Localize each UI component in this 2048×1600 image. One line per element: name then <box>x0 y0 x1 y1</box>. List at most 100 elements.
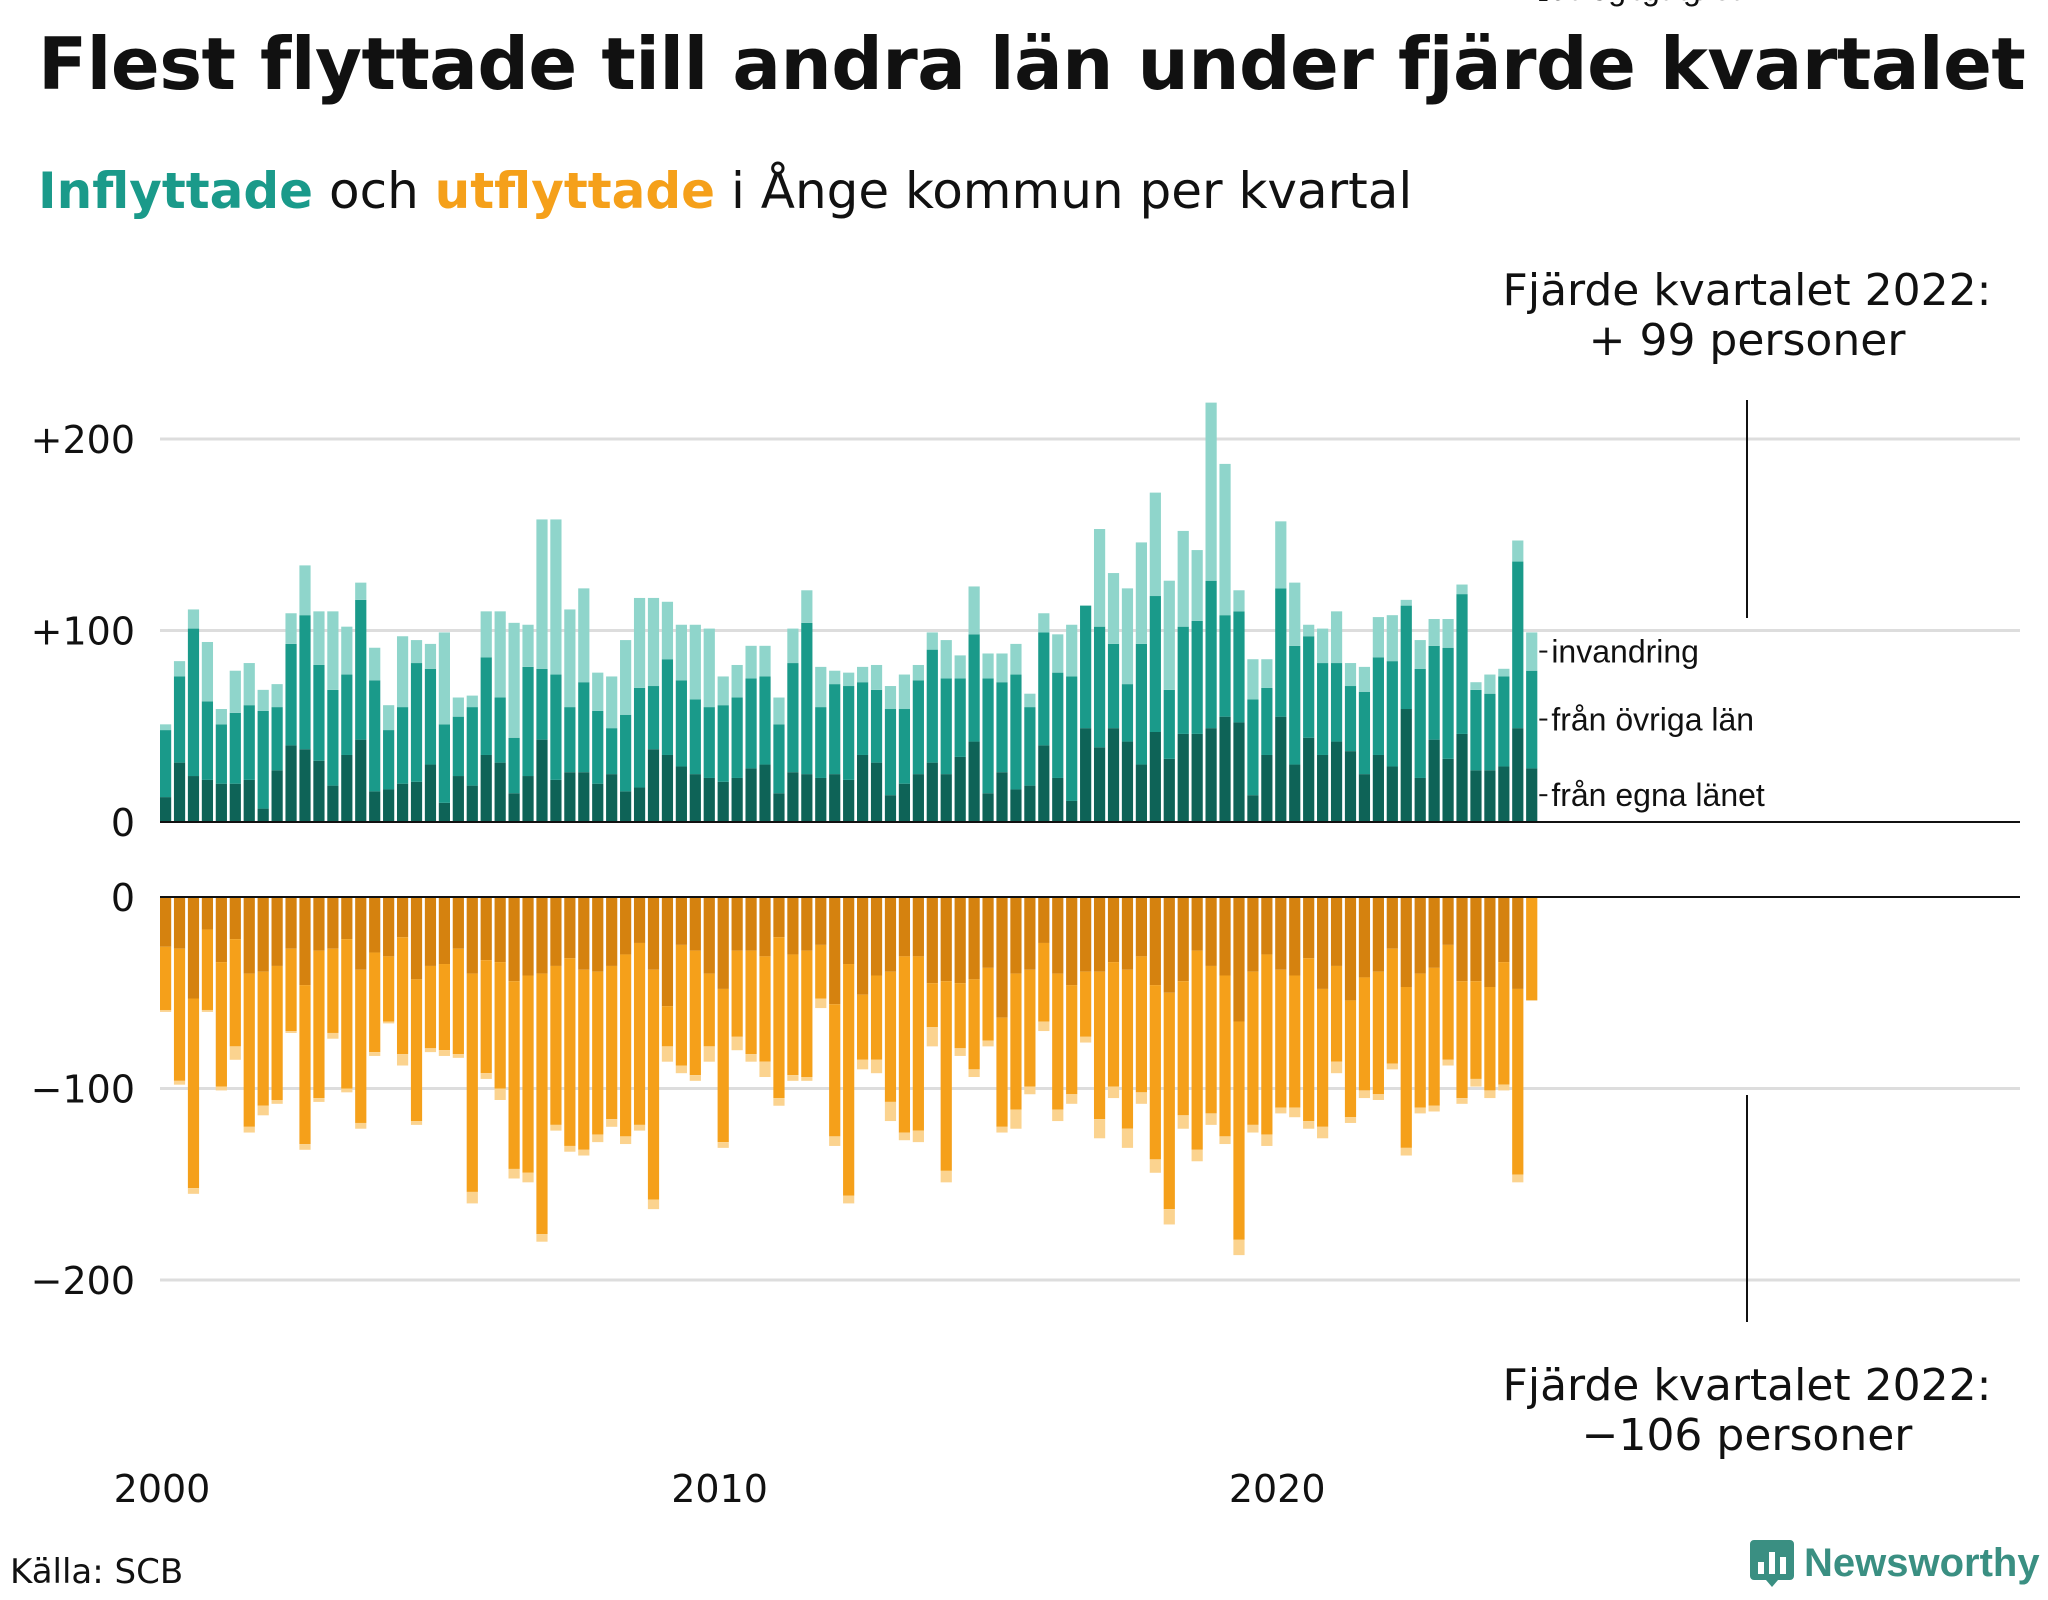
bar-segment <box>173 676 186 763</box>
bar-segment <box>870 897 883 976</box>
bar-segment <box>661 659 674 755</box>
bar-segment <box>884 1101 897 1122</box>
bar-segment <box>926 897 938 984</box>
bar-segment <box>383 705 395 731</box>
bar-segment <box>1024 897 1036 970</box>
brand-logo[interactable]: Newsworthy <box>1750 1538 2040 1588</box>
bar-segment <box>745 1054 757 1062</box>
bar-segment <box>564 772 576 822</box>
bar-segment <box>201 897 214 930</box>
bar-segment <box>1247 795 1259 822</box>
bar-segment <box>1428 739 1440 822</box>
bar-segment <box>1317 1126 1329 1139</box>
bar-segment <box>982 793 994 822</box>
x-tick-label: 2000 <box>114 1467 211 1511</box>
bar-segment <box>160 946 172 1010</box>
bar-segment <box>1038 897 1050 943</box>
bar-segment <box>745 678 757 769</box>
bar-segment <box>759 764 771 822</box>
bar-segment <box>396 707 409 784</box>
bar-segment <box>912 664 924 681</box>
bar-segment <box>215 962 227 1087</box>
bar-segment <box>1010 897 1022 974</box>
bar-segment <box>912 680 924 775</box>
bar-segment <box>996 1017 1008 1127</box>
bar-segment <box>954 1048 966 1056</box>
bar-segment <box>480 897 492 961</box>
bar-segment <box>369 1052 381 1056</box>
subtitle-connector: och <box>313 162 435 220</box>
bar-segment <box>285 948 297 1032</box>
bar-segment <box>187 628 200 777</box>
bar-segment <box>257 897 269 972</box>
bar-segment <box>522 897 534 976</box>
bar-segment <box>257 1105 269 1116</box>
bar-segment <box>1470 682 1482 690</box>
bar-segment <box>1191 950 1203 1150</box>
bar-segment <box>480 754 492 823</box>
bar-segment <box>926 1027 938 1047</box>
bar-segment <box>675 944 687 1066</box>
bar-segment <box>341 939 353 1089</box>
bar-segment <box>1289 764 1301 822</box>
bar-segment <box>1247 699 1259 796</box>
bar-segment <box>1010 643 1022 675</box>
bar-segment <box>341 1088 353 1093</box>
bar-segment <box>592 672 604 711</box>
bar-segment <box>633 1124 646 1131</box>
bar-segment <box>689 624 701 700</box>
bar-segment <box>494 1088 506 1100</box>
bar-segment <box>1317 897 1329 989</box>
bar-segment <box>1330 897 1343 966</box>
series-label: utvandring <box>1551 0 1700 7</box>
bar-segment <box>1121 969 1134 1129</box>
bar-segment <box>1219 716 1231 822</box>
bar-segment <box>1010 973 1022 1110</box>
bar-segment <box>1177 733 1189 822</box>
bar-segment <box>550 519 562 675</box>
bar-segment <box>661 754 674 823</box>
bar-segment <box>1038 745 1050 822</box>
bar-segment <box>1052 672 1064 778</box>
bar-segment <box>536 739 548 822</box>
bar-segment <box>717 781 729 822</box>
bar-segment <box>1177 981 1189 1116</box>
bar-segment <box>1261 687 1273 755</box>
bar-segment <box>870 664 883 690</box>
bar-segment <box>173 762 186 822</box>
bar-segment <box>843 779 855 822</box>
bar-segment <box>327 785 339 822</box>
bar-segment <box>1317 663 1329 755</box>
bar-segment <box>703 777 715 823</box>
bar-segment <box>1177 1115 1189 1129</box>
bar-segment <box>424 764 437 822</box>
bar-segment <box>982 653 994 679</box>
bar-segment <box>1414 897 1426 974</box>
bar-segment <box>745 950 757 1055</box>
bar-segment <box>787 663 799 773</box>
bar-segment <box>160 797 172 822</box>
bar-segment <box>578 772 590 822</box>
bar-segment <box>383 956 395 1022</box>
bar-segment <box>1358 1090 1371 1099</box>
bar-segment <box>187 776 200 822</box>
bar-segment <box>647 1199 660 1210</box>
bar-segment <box>215 897 227 963</box>
bar-segment <box>1414 973 1426 1108</box>
bar-segment <box>912 956 924 1131</box>
bar-segment <box>369 952 381 1053</box>
bar-segment <box>1149 897 1161 986</box>
bar-segment <box>787 772 799 822</box>
bar-segment <box>1428 619 1440 646</box>
bar-segment <box>1442 647 1454 759</box>
bar-segment <box>355 582 367 600</box>
bar-segment <box>1066 624 1078 677</box>
bar-segment <box>759 1061 771 1078</box>
y-tick-label: +100 <box>31 610 135 654</box>
bar-segment <box>508 622 520 738</box>
chart-title: Flest flyttade till andra län under fjär… <box>38 22 2026 106</box>
bar-segment <box>1093 897 1106 972</box>
bar-segment <box>829 1136 841 1146</box>
bar-segment <box>940 981 952 1171</box>
bar-segment <box>982 678 994 794</box>
